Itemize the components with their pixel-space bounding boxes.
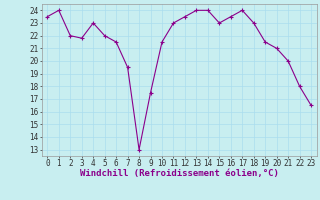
X-axis label: Windchill (Refroidissement éolien,°C): Windchill (Refroidissement éolien,°C) (80, 169, 279, 178)
